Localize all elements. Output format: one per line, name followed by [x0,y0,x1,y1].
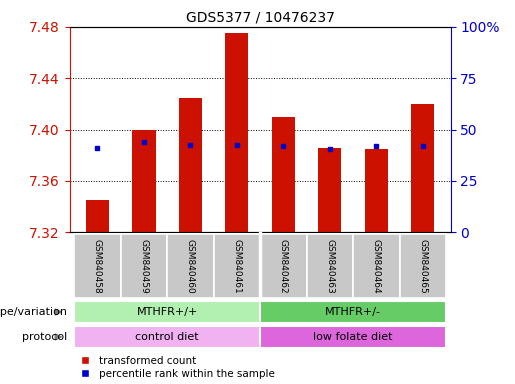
Text: GSM840459: GSM840459 [140,238,148,293]
Text: GSM840461: GSM840461 [232,238,242,293]
Text: control diet: control diet [135,332,199,342]
Bar [132,129,156,232]
Bar [225,33,248,232]
Bar [121,233,167,298]
Bar [74,301,260,323]
Text: protocol: protocol [22,332,67,342]
Bar [318,147,341,232]
Bar [214,233,260,298]
Text: GSM840458: GSM840458 [93,238,102,293]
Text: GSM840464: GSM840464 [372,238,381,293]
Text: genotype/variation: genotype/variation [0,307,67,317]
Text: GSM840465: GSM840465 [418,238,427,293]
Bar [353,233,400,298]
Text: low folate diet: low folate diet [313,332,393,342]
Bar [167,233,214,298]
Legend: transformed count, percentile rank within the sample: transformed count, percentile rank withi… [75,356,274,379]
Bar [260,233,306,298]
Text: GSM840463: GSM840463 [325,238,334,293]
Bar [400,233,446,298]
Bar [411,104,434,232]
Bar [306,233,353,298]
Bar [74,326,260,348]
Text: MTHFR+/+: MTHFR+/+ [136,307,198,317]
Bar [179,98,202,232]
Text: GSM840460: GSM840460 [186,238,195,293]
Bar [260,326,446,348]
Bar [260,301,446,323]
Bar [365,149,388,232]
Text: GSM840462: GSM840462 [279,238,288,293]
Text: MTHFR+/-: MTHFR+/- [325,307,381,317]
Bar [86,200,109,232]
Bar [74,233,121,298]
Bar [272,117,295,232]
Title: GDS5377 / 10476237: GDS5377 / 10476237 [185,10,335,24]
